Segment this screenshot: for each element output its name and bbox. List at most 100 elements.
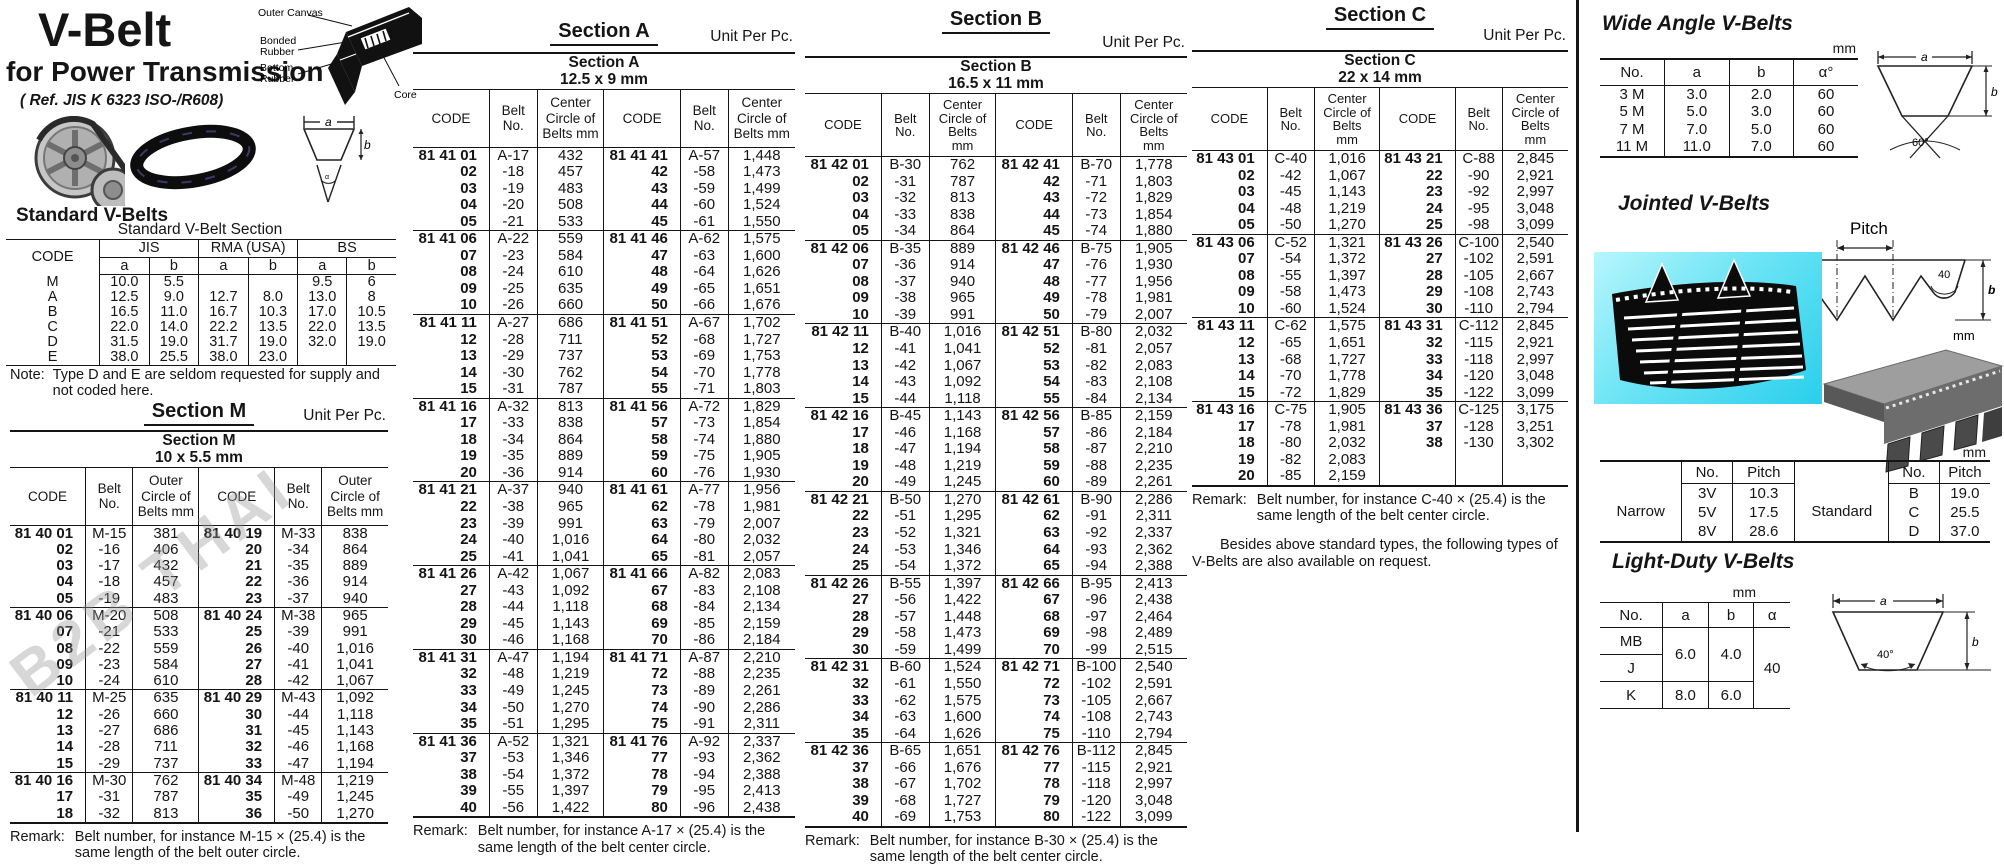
cell [297,350,347,366]
dim-a-label: a [325,115,332,129]
wa-dim-a: a [1921,50,1928,64]
cell: 533 [132,624,199,641]
section-m-block: Section M Unit Per Pc. Section M 10 x 5.… [10,400,388,862]
cell: 15 [852,390,869,407]
table-row: 02 -42 1,067 22 -90 2,921 [1192,167,1568,185]
cell: C-125 [1454,401,1503,419]
remark-text: Belt number, for instance B-30 × (25.4) … [869,832,1158,866]
cell: 15 [1238,384,1255,401]
cell: 737 [536,348,604,365]
cell: 29 [460,615,477,632]
cell: 1,041 [321,656,388,674]
cell: 838 [321,525,388,542]
cell: 74 [603,699,681,717]
cell: 610 [536,264,604,281]
table-row: 09 -58 1,473 29 -108 2,743 [1192,284,1568,301]
row-label: K [1626,686,1637,704]
table-row: 19 -82 2,083 [1192,451,1568,469]
cell: 17.5 [1732,502,1795,522]
col-header: CODE [1192,88,1268,151]
dim-alpha-label: α [325,174,329,181]
cell: B-100 [1071,658,1121,676]
cell: -120 [1071,792,1121,810]
cell: 914 [928,257,996,274]
label-core: Core [394,89,417,101]
cell: 940 [321,590,388,608]
cell: 7 M [1619,120,1645,138]
cell: 81 42 76 [995,742,1073,760]
cell: 32 [460,666,477,683]
cell: 762 [536,364,604,382]
cell: 62 [995,508,1073,526]
cell: 1,194 [536,649,604,667]
wide-angle-diagram: a b 60° [1876,50,1998,159]
cell: 965 [536,498,604,516]
cell: 30 [460,632,477,649]
table-row: 34 -50 1,270 74 -90 2,286 [413,699,795,717]
cell: 67 [603,582,681,600]
cell: -28 [85,739,133,756]
table-row: 81 43 01 C-40 1,016 81 43 21 C-88 2,845 [1192,150,1568,168]
cell: 34 [852,709,869,726]
cell: A-27 [488,314,538,332]
cell [1379,468,1456,486]
table-row: 08 -24 610 48 -64 1,626 [413,264,795,281]
cell: -38 [488,498,538,516]
cell: 2,438 [727,799,795,818]
cell: -37 [274,590,322,608]
cell: 81 40 06 [14,607,74,624]
col-header: Center Circle of Belts mm [1119,94,1187,157]
cell: -48 [880,457,930,475]
table-row: 37 -53 1,346 77 -93 2,362 [413,750,795,767]
cell: -48 [1266,200,1315,218]
cell: 09 [1238,284,1255,301]
cell: 2,159 [727,615,795,633]
cell: -118 [1454,351,1503,369]
cell: -130 [1454,435,1503,452]
standard-pitch-header: Pitch [1938,461,1990,484]
label-bottom: Bottom [260,62,294,74]
cell: 2,388 [727,766,795,784]
standard-table-title: Standard V-Belt Section [117,221,283,238]
cell: 1,753 [727,348,795,365]
table-row: 30 -46 1,168 70 -86 2,184 [413,632,795,650]
cell: -49 [488,683,538,700]
col-header: Center Circle of Belts mm [928,94,996,157]
cell: 1,092 [321,689,388,707]
cell: 25 [198,624,275,641]
cell: 81 41 06 [418,230,477,248]
cell: -82 [1266,451,1315,469]
cell: -75 [679,448,729,465]
table-row: 25 -41 1,041 65 -81 2,057 [413,548,795,566]
cell: C-100 [1454,234,1503,252]
section-dimension-diagram: a b α [302,115,371,203]
cell: 81 41 01 [418,147,477,164]
cell: 10 [1238,300,1255,317]
standard-vbelts-heading: Standard V-Belts [16,205,169,226]
cell: 2,134 [727,599,795,616]
cell: -90 [1454,167,1503,185]
cell: -66 [880,759,930,777]
cell: -83 [1071,374,1121,391]
cell: -48 [488,666,538,683]
cell: 07 [460,247,477,264]
cell: 1,778 [1313,368,1380,385]
cell: 04 [56,574,74,591]
table-row: 27 -56 1,422 67 -96 2,438 [805,592,1187,609]
unit-label: Unit Per Pc. [1483,27,1566,44]
cell: 1,194 [321,755,388,773]
pitch-dim-b: b [1988,283,1995,297]
cell [1454,468,1503,486]
cell: 37 [460,750,477,767]
cell: -54 [488,766,538,784]
cell: 1,854 [1119,206,1187,224]
cell: 2,083 [727,565,795,583]
table-row: 14 -28 711 32 -46 1,168 [10,739,388,756]
cell: 81 42 61 [995,491,1073,509]
cell: 10 [852,306,869,323]
cell: 81 40 01 [14,525,74,542]
cell: 30 [852,641,869,658]
cell: -34 [274,541,322,559]
cell: 69 [603,615,681,633]
cell: 2,388 [1119,558,1187,576]
